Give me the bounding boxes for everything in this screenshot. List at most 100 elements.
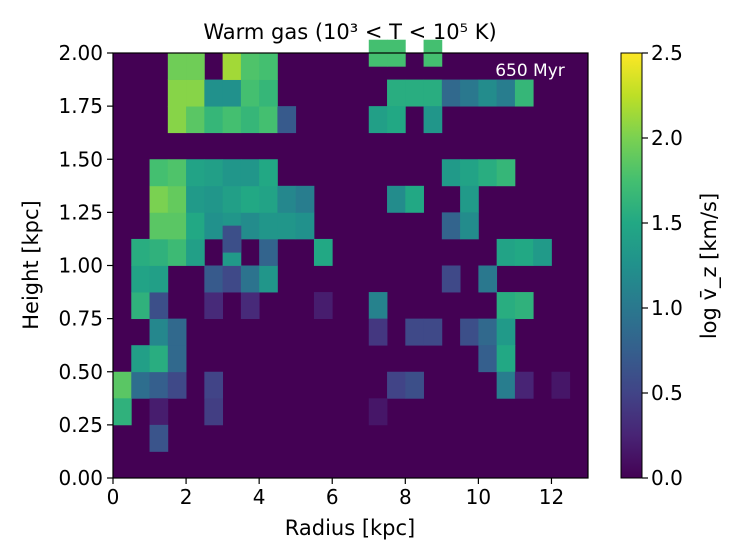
heatmap-cell — [441, 159, 461, 187]
y-tick-label: 1.25 — [58, 200, 103, 224]
heatmap-cell — [167, 318, 187, 346]
x-tick-label: 2 — [180, 485, 193, 509]
chart-title: Warm gas (10³ < T < 10⁵ K) — [203, 20, 496, 44]
y-tick-label: 1.00 — [58, 254, 103, 278]
heatmap-cell — [313, 292, 333, 320]
heatmap-cell — [240, 79, 260, 107]
x-tick-label: 4 — [253, 485, 266, 509]
heatmap-cell — [204, 159, 224, 187]
heatmap-cell — [514, 79, 534, 107]
heatmap-cell — [423, 318, 443, 346]
heatmap-cell — [240, 53, 260, 80]
heatmap-cell — [167, 159, 187, 187]
heatmap-cell — [149, 424, 169, 452]
colorbar-tick-label: 0.5 — [651, 381, 683, 405]
heatmap-cell — [222, 265, 242, 293]
heatmap-cell — [368, 292, 388, 320]
heatmap-cell — [204, 292, 224, 320]
colorbar-gradient — [620, 52, 643, 479]
x-axis-ticks: 0 2 4 6 8 10 12 — [107, 478, 564, 509]
x-tick-label: 12 — [539, 485, 564, 509]
heatmap-cell — [460, 159, 479, 187]
heatmap-cell — [259, 106, 278, 134]
heatmap-cell — [186, 79, 205, 107]
heatmap-cell — [222, 185, 242, 213]
heatmap-cell — [113, 398, 132, 426]
heatmap-cell — [387, 185, 406, 213]
heatmap-cell — [460, 318, 479, 346]
heatmap-cell — [295, 185, 315, 213]
heatmap-cell — [277, 212, 297, 240]
heatmap-cell — [259, 185, 278, 213]
colorbar-tick-label: 1.5 — [651, 211, 683, 235]
heatmap-cell — [186, 238, 205, 266]
heatmap-cell — [186, 53, 205, 80]
heatmap-cell — [167, 53, 187, 80]
heatmap-cell — [423, 79, 443, 107]
heatmap-cell — [405, 79, 424, 107]
heatmap-cell — [313, 238, 333, 266]
heatmap-cell — [204, 398, 224, 426]
heatmap-cell — [186, 212, 205, 240]
heatmap-cell — [222, 159, 242, 187]
heatmap-cell — [149, 185, 169, 213]
colorbar-tick-label: 1.0 — [651, 296, 683, 320]
heatmap-cell — [478, 265, 498, 293]
time-annotation: 650 Myr — [495, 61, 565, 81]
y-tick-label: 0.00 — [58, 466, 103, 490]
heatmap-cell — [222, 53, 242, 80]
heatmap-cell — [167, 106, 187, 134]
heatmap-cell — [149, 318, 169, 346]
heatmap-cell — [167, 185, 187, 213]
heatmap-cell — [113, 371, 132, 399]
heatmap-cell — [149, 371, 169, 399]
heatmap-cell — [167, 345, 187, 373]
heatmap-cell — [149, 159, 169, 187]
heatmap-cell — [131, 345, 150, 373]
heatmap-cell — [259, 159, 278, 187]
heatmap-cell — [167, 371, 187, 399]
colorbar-tick-label: 0.0 — [651, 466, 683, 490]
heatmap-cell — [496, 79, 516, 107]
heatmap-cell — [186, 185, 205, 213]
heatmap-cell — [167, 212, 187, 240]
heatmap-cell — [368, 318, 388, 346]
y-axis-ticks: 0.00 0.25 0.50 0.75 1.00 1.25 1.50 1.75 2.00 — [58, 41, 113, 490]
heatmap-cell — [204, 106, 224, 134]
heatmap-cell — [240, 159, 260, 187]
colorbar-tick-label: 2.0 — [651, 126, 683, 150]
heatmap-cell — [496, 318, 516, 346]
heatmap-cell — [423, 106, 443, 134]
heatmap-cell — [259, 53, 278, 80]
heatmap-cell — [387, 106, 406, 134]
heatmap-cell — [131, 238, 150, 266]
heatmap-cell — [551, 371, 571, 399]
heatmap-cell — [186, 106, 205, 134]
heatmap-cell — [478, 345, 498, 373]
y-axis-label: Height [kpc] — [19, 200, 43, 330]
heatmap-cell — [533, 238, 552, 266]
y-tick-label: 2.00 — [58, 41, 103, 65]
heatmap-cell — [149, 345, 169, 373]
heatmap-cell — [204, 212, 224, 240]
x-axis-label: Radius [kpc] — [285, 516, 416, 540]
heatmap-cell — [514, 292, 534, 320]
heatmap-cell — [259, 238, 278, 266]
heatmap-cell — [368, 106, 388, 134]
heatmap-cell — [514, 371, 534, 399]
x-tick-label: 8 — [399, 485, 412, 509]
heatmap-cell — [405, 318, 424, 346]
heatmap-cell — [259, 265, 278, 293]
y-tick-label: 0.25 — [58, 413, 103, 437]
heatmap-cell — [240, 185, 260, 213]
heatmap-cell — [222, 79, 242, 107]
heatmap-cell — [277, 185, 297, 213]
y-tick-label: 0.75 — [58, 307, 103, 331]
heatmap-cell — [259, 79, 278, 107]
heatmap-cell — [405, 371, 424, 399]
heatmap-cells — [113, 39, 571, 452]
heatmap-cell — [478, 159, 498, 187]
heatmap-cell — [204, 265, 224, 293]
heatmap-cell — [441, 79, 461, 107]
